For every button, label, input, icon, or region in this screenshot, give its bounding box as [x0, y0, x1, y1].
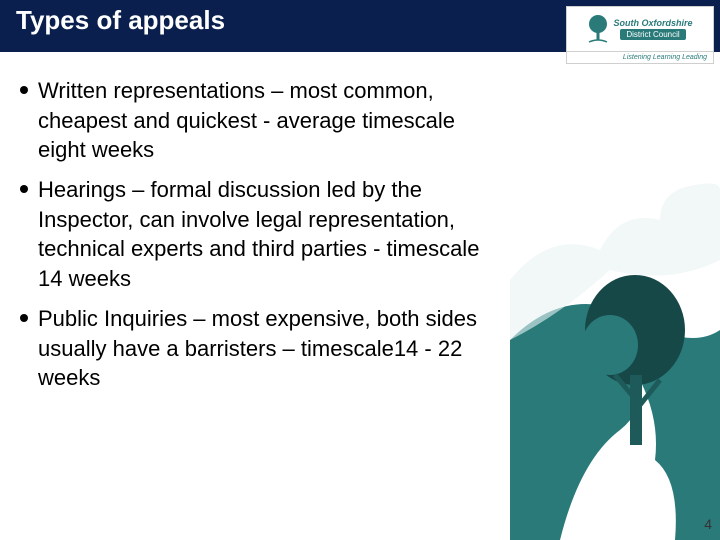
landscape-icon: [510, 80, 720, 540]
list-item: Written representations – most common, c…: [20, 76, 500, 165]
bullet-text: Public Inquiries – most expensive, both …: [38, 304, 500, 393]
council-logo: South Oxfordshire District Council Liste…: [566, 6, 714, 64]
page-number: 4: [704, 516, 712, 532]
bullet-icon: [20, 314, 28, 322]
bullet-icon: [20, 185, 28, 193]
logo-strapline: Listening Learning Leading: [567, 51, 713, 63]
bullet-icon: [20, 86, 28, 94]
logo-tree-icon: [587, 14, 609, 44]
logo-line1: South Oxfordshire: [613, 18, 692, 28]
list-item: Public Inquiries – most expensive, both …: [20, 304, 500, 393]
slide-title: Types of appeals: [16, 5, 225, 36]
logo-line2: District Council: [620, 29, 685, 40]
decorative-landscape: [510, 80, 720, 540]
logo-top: South Oxfordshire District Council: [567, 7, 713, 51]
bullet-text: Hearings – formal discussion led by the …: [38, 175, 500, 294]
logo-text: South Oxfordshire District Council: [613, 18, 692, 40]
list-item: Hearings – formal discussion led by the …: [20, 175, 500, 294]
bullet-text: Written representations – most common, c…: [38, 76, 500, 165]
bullet-list: Written representations – most common, c…: [0, 52, 500, 393]
